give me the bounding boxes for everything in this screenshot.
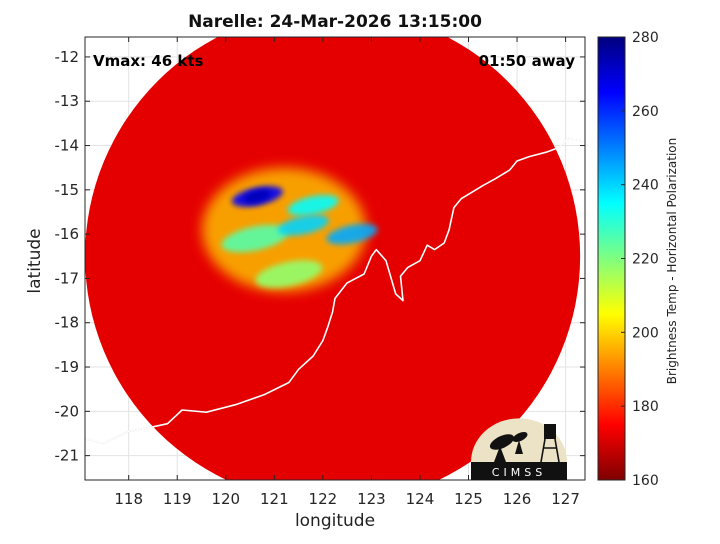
y-tick-label: -21 [55, 447, 80, 465]
y-axis-label: latitude [25, 228, 45, 294]
convective-feature [255, 260, 323, 288]
y-tick-label: -15 [55, 181, 80, 199]
x-tick-label: 121 [260, 490, 289, 508]
convective-feature [287, 195, 339, 216]
convective-feature [277, 214, 329, 236]
colorbar [597, 36, 626, 481]
colorbar-tick-label: 240 [632, 178, 659, 194]
x-tick-label: 119 [163, 490, 192, 508]
convective-feature [326, 223, 378, 245]
satellite-dish-icon [512, 432, 528, 442]
y-ticks: -12 -13 -14 -15 -16 -17 -18 -19 -20 -21 [55, 48, 585, 465]
colorbar-tick-label: 200 [632, 325, 659, 341]
satellite-dish-icon [489, 434, 515, 450]
colorbar-tick-label: 280 [632, 30, 659, 46]
y-tick-label: -18 [55, 314, 80, 332]
y-tick-label: -16 [55, 225, 80, 243]
convective-features [202, 167, 378, 292]
water-tower-icon [544, 424, 556, 439]
colorbar-tick-label: 180 [632, 399, 659, 415]
colorbar-tick-label: 160 [632, 473, 659, 489]
y-tick-label: -20 [55, 402, 80, 420]
y-tick-label: -13 [55, 92, 80, 110]
cimss-logo: CIMSS [471, 418, 567, 480]
x-tick-label: 127 [551, 490, 580, 508]
x-tick-label: 125 [454, 490, 483, 508]
convective-feature [221, 224, 289, 253]
x-tick-label: 120 [211, 490, 240, 508]
x-axis-label: longitude [294, 511, 376, 531]
x-tick-label: 126 [503, 490, 532, 508]
convective-core [243, 189, 271, 204]
y-tick-label: -12 [55, 48, 80, 66]
chart-title: Narelle: 24-Mar-2026 13:15:00 [188, 12, 482, 32]
colorbar-label: Brightness Temp - Horizontal Polarizatio… [665, 137, 679, 385]
x-tick-label: 124 [406, 490, 435, 508]
colorbar-tick-label: 220 [632, 252, 659, 268]
coastline [85, 138, 585, 444]
y-tick-label: -14 [55, 137, 80, 155]
vmax-annotation: Vmax: 46 kts [93, 52, 204, 70]
x-tick-label: 122 [309, 490, 338, 508]
colorbar-ticks: 160 180 200 220 240 260 280 [621, 30, 659, 489]
x-tick-label: 123 [357, 490, 386, 508]
x-ticks: 118 119 120 121 122 123 124 125 126 127 [114, 37, 580, 508]
y-tick-label: -17 [55, 269, 80, 287]
x-tick-label: 118 [114, 490, 143, 508]
cimss-logo-text: CIMSS [492, 466, 546, 479]
y-tick-label: -19 [55, 358, 80, 376]
colorbar-tick-label: 260 [632, 104, 659, 120]
time-offset-annotation: 01:50 away [478, 52, 575, 70]
plot-frame [84, 36, 586, 481]
